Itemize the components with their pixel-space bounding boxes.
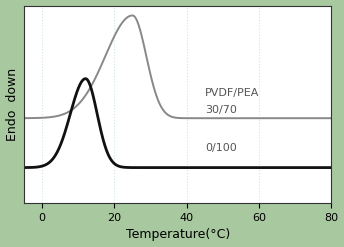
Text: PVDF/PEA: PVDF/PEA xyxy=(205,87,259,98)
Text: 30/70: 30/70 xyxy=(205,105,237,115)
Y-axis label: Endo  down: Endo down xyxy=(6,68,19,141)
X-axis label: Temperature(°C): Temperature(°C) xyxy=(126,228,230,242)
Text: 0/100: 0/100 xyxy=(205,143,237,153)
